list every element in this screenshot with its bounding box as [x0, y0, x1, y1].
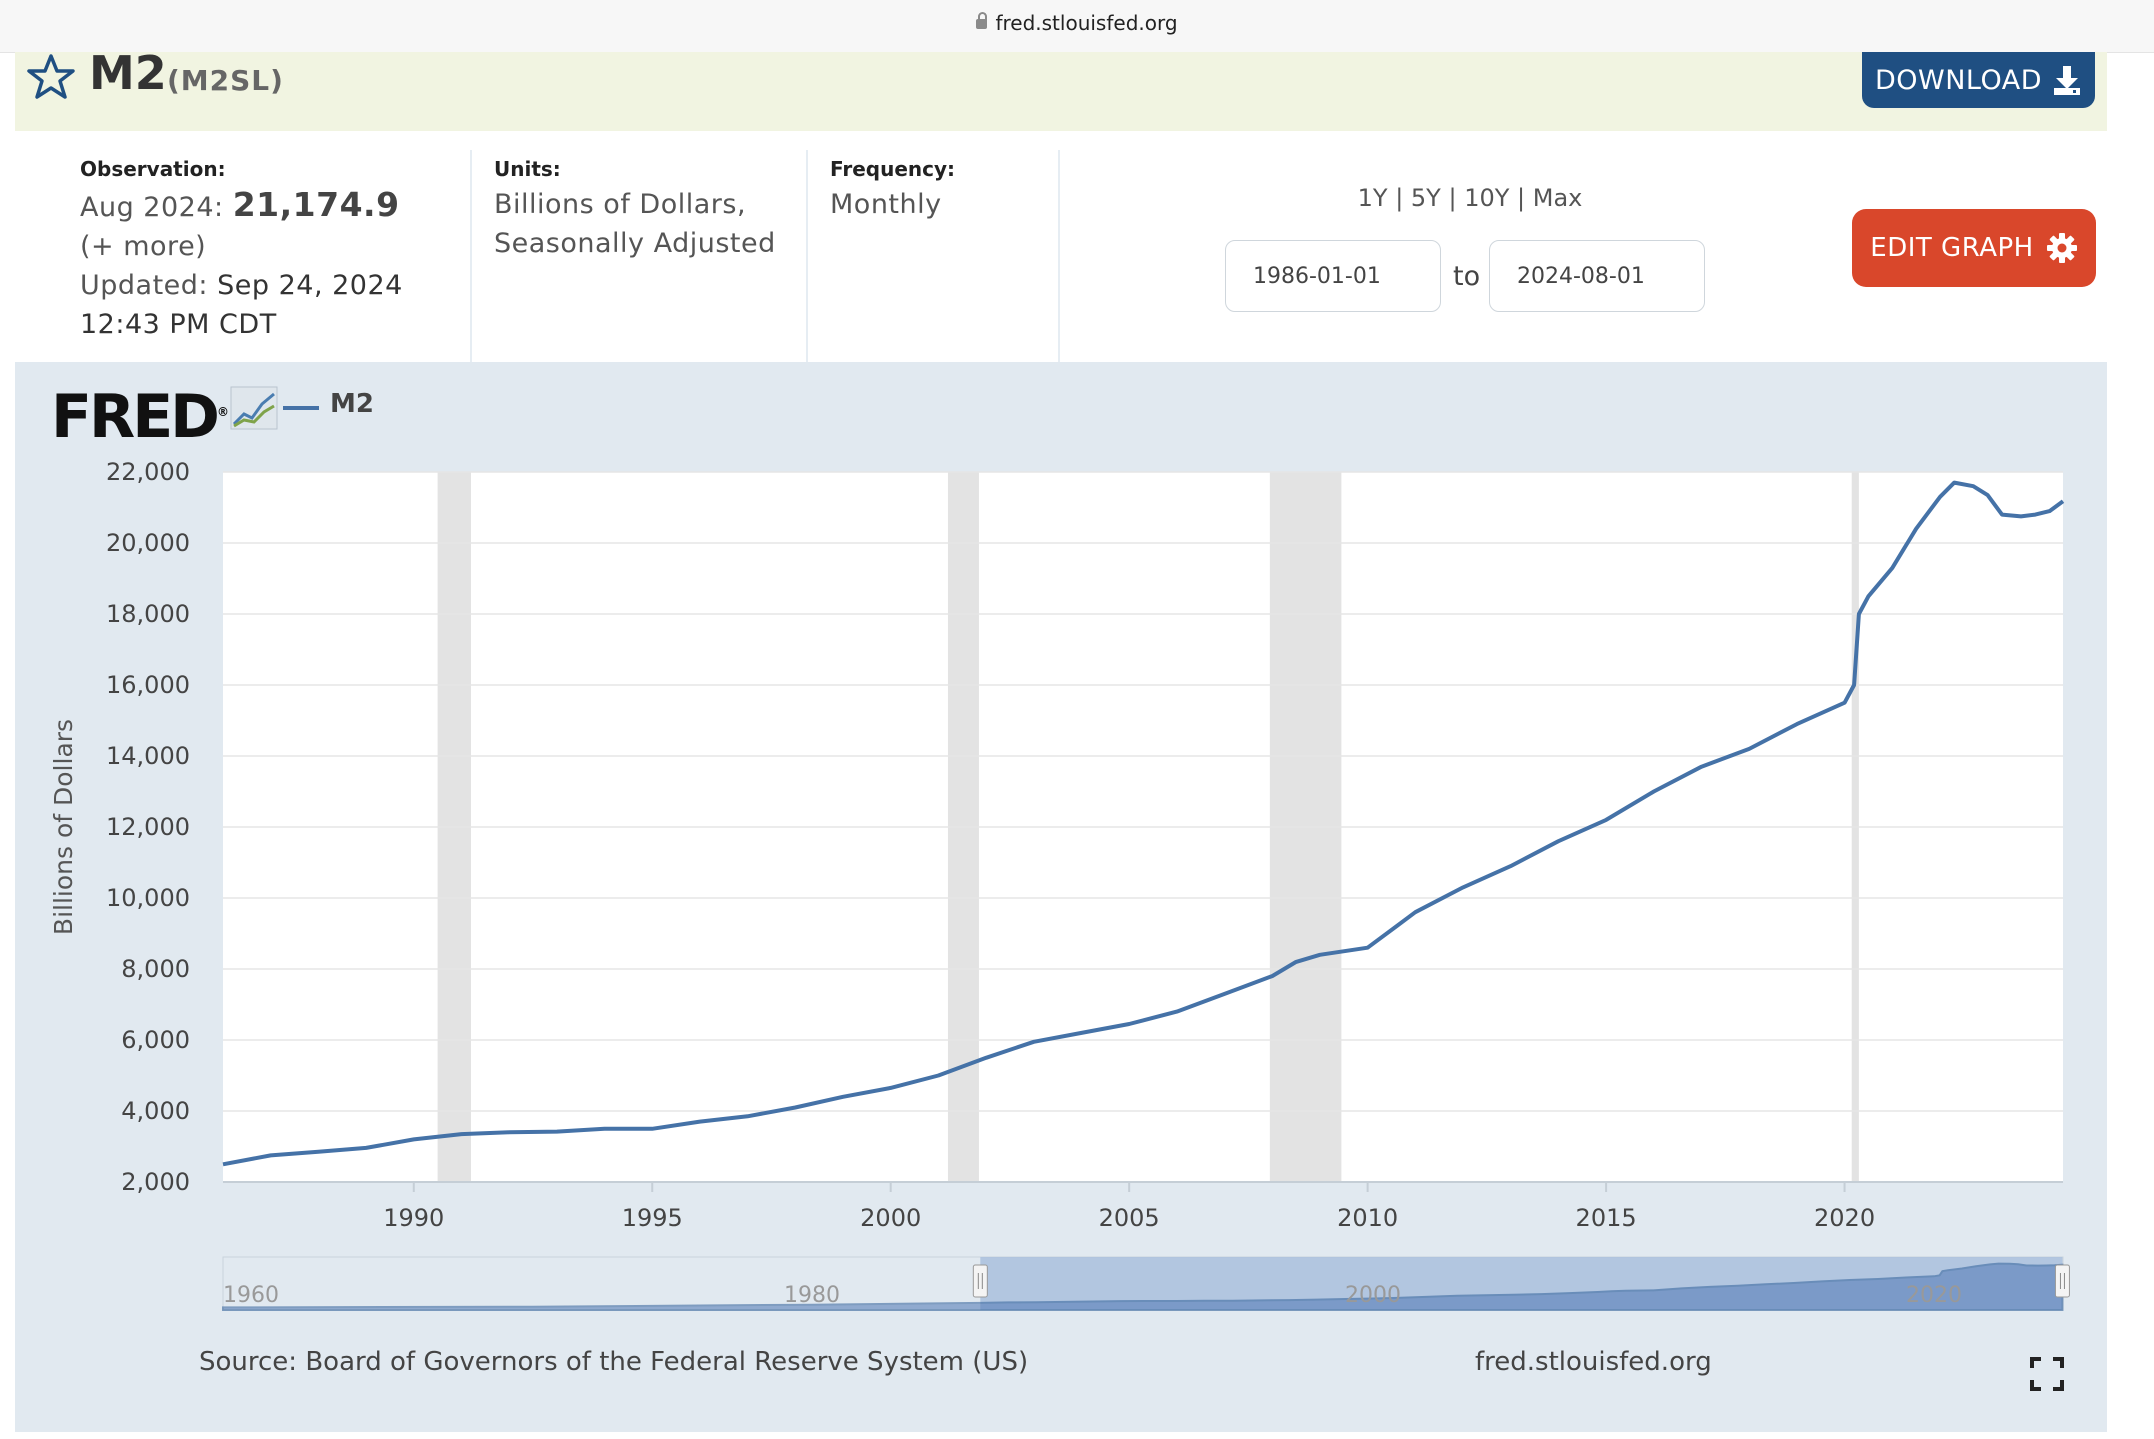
fullscreen-icon[interactable] — [2030, 1357, 2064, 1391]
observation-value: 21,174.9 — [232, 185, 400, 224]
chart-trend-icon — [230, 386, 278, 430]
x-tick-label: 2005 — [1099, 1204, 1160, 1232]
start-date-input[interactable]: 1986-01-01 — [1225, 240, 1441, 312]
x-tick-label: 2015 — [1576, 1204, 1637, 1232]
units-line1: Billions of Dollars, — [494, 189, 747, 220]
series-line-m2 — [222, 480, 2065, 1167]
updated-date: Sep 24, 2024 — [217, 270, 403, 301]
more-link[interactable]: (+ more) — [80, 231, 207, 262]
navigator-label: 1980 — [784, 1283, 840, 1308]
y-tick-label: 2,000 — [121, 1168, 190, 1196]
y-tick-label: 6,000 — [121, 1026, 190, 1054]
y-tick-label: 8,000 — [121, 955, 190, 983]
url-text[interactable]: fred.stlouisfed.org — [0, 11, 2154, 35]
navigator-label: 2020 — [1906, 1283, 1962, 1308]
divider — [1058, 150, 1060, 362]
navigator-label: 2000 — [1345, 1283, 1401, 1308]
range-selector: 1Y | 5Y | 10Y | Max — [1357, 184, 1583, 212]
range-max[interactable]: Max — [1532, 184, 1583, 212]
navigator-label: 1960 — [223, 1283, 279, 1308]
fred-logo[interactable]: FRED® — [51, 382, 229, 452]
range-5y[interactable]: 5Y — [1410, 184, 1441, 212]
y-tick-label: 14,000 — [106, 742, 190, 770]
y-tick-label: 12,000 — [106, 813, 190, 841]
end-date-input[interactable]: 2024-08-01 — [1489, 240, 1705, 312]
x-tick-label: 2020 — [1814, 1204, 1875, 1232]
divider — [806, 150, 808, 362]
site-link[interactable]: fred.stlouisfed.org — [1475, 1347, 1712, 1377]
y-tick-label: 20,000 — [106, 529, 190, 557]
to-label: to — [1453, 261, 1481, 292]
browser-address-bar[interactable]: fred.stlouisfed.org — [0, 0, 2154, 53]
lock-icon — [976, 12, 988, 29]
x-tick-label: 1995 — [622, 1204, 683, 1232]
y-axis-label: Billions of Dollars — [49, 719, 78, 935]
units-panel: Units: Billions of Dollars, Seasonally A… — [494, 150, 776, 362]
observation-label: Observation: — [80, 157, 226, 181]
frequency-label: Frequency: — [830, 157, 956, 181]
star-icon[interactable] — [25, 52, 77, 102]
y-tick-label: 16,000 — [106, 671, 190, 699]
legend-label: M2 — [330, 389, 374, 419]
line-chart[interactable]: 2,000 4,000 6,000 8,000 10,000 12,000 14,000 16… — [15, 362, 2107, 1432]
units-line2: Seasonally Adjusted — [494, 228, 776, 259]
navigator-handle[interactable] — [2054, 1264, 2070, 1298]
x-tick-label: 2000 — [860, 1204, 921, 1232]
gear-icon — [2046, 233, 2077, 263]
observation-panel: Observation: Aug 2024: 21,174.9 (+ more)… — [80, 150, 403, 362]
divider — [470, 150, 472, 362]
chart-panel: FRED® M2 2,000 4,000 6,000 8,000 10,000 12,00… — [15, 362, 2107, 1432]
frequency-panel: Frequency: Monthly — [830, 150, 955, 362]
navigator-handle[interactable] — [972, 1264, 988, 1298]
y-tick-label: 18,000 — [106, 600, 190, 628]
download-icon — [2054, 66, 2081, 95]
range-10y[interactable]: 10Y — [1464, 184, 1510, 212]
y-tick-label: 22,000 — [106, 458, 190, 486]
edit-graph-button[interactable]: EDIT GRAPH — [1852, 209, 2096, 287]
series-title-bar: M2 (M2SL) DOWNLOAD — [15, 46, 2107, 131]
x-tick-label: 1990 — [383, 1204, 444, 1232]
download-button[interactable]: DOWNLOAD — [1862, 52, 2095, 108]
legend-swatch — [283, 406, 319, 410]
navigator-area — [222, 1262, 2064, 1311]
x-tick-label: 2010 — [1337, 1204, 1398, 1232]
range-1y[interactable]: 1Y — [1357, 184, 1388, 212]
source-text: Source: Board of Governors of the Federa… — [199, 1347, 1029, 1377]
frequency-value: Monthly — [830, 189, 942, 220]
units-label: Units: — [494, 157, 561, 181]
observation-date: Aug 2024: — [80, 192, 224, 223]
y-tick-label: 10,000 — [106, 884, 190, 912]
updated-time: 12:43 PM CDT — [80, 309, 277, 340]
page-title: M2 — [89, 46, 167, 100]
updated-label: Updated: — [80, 270, 209, 301]
y-tick-label: 4,000 — [121, 1097, 190, 1125]
series-id: (M2SL) — [167, 64, 284, 97]
